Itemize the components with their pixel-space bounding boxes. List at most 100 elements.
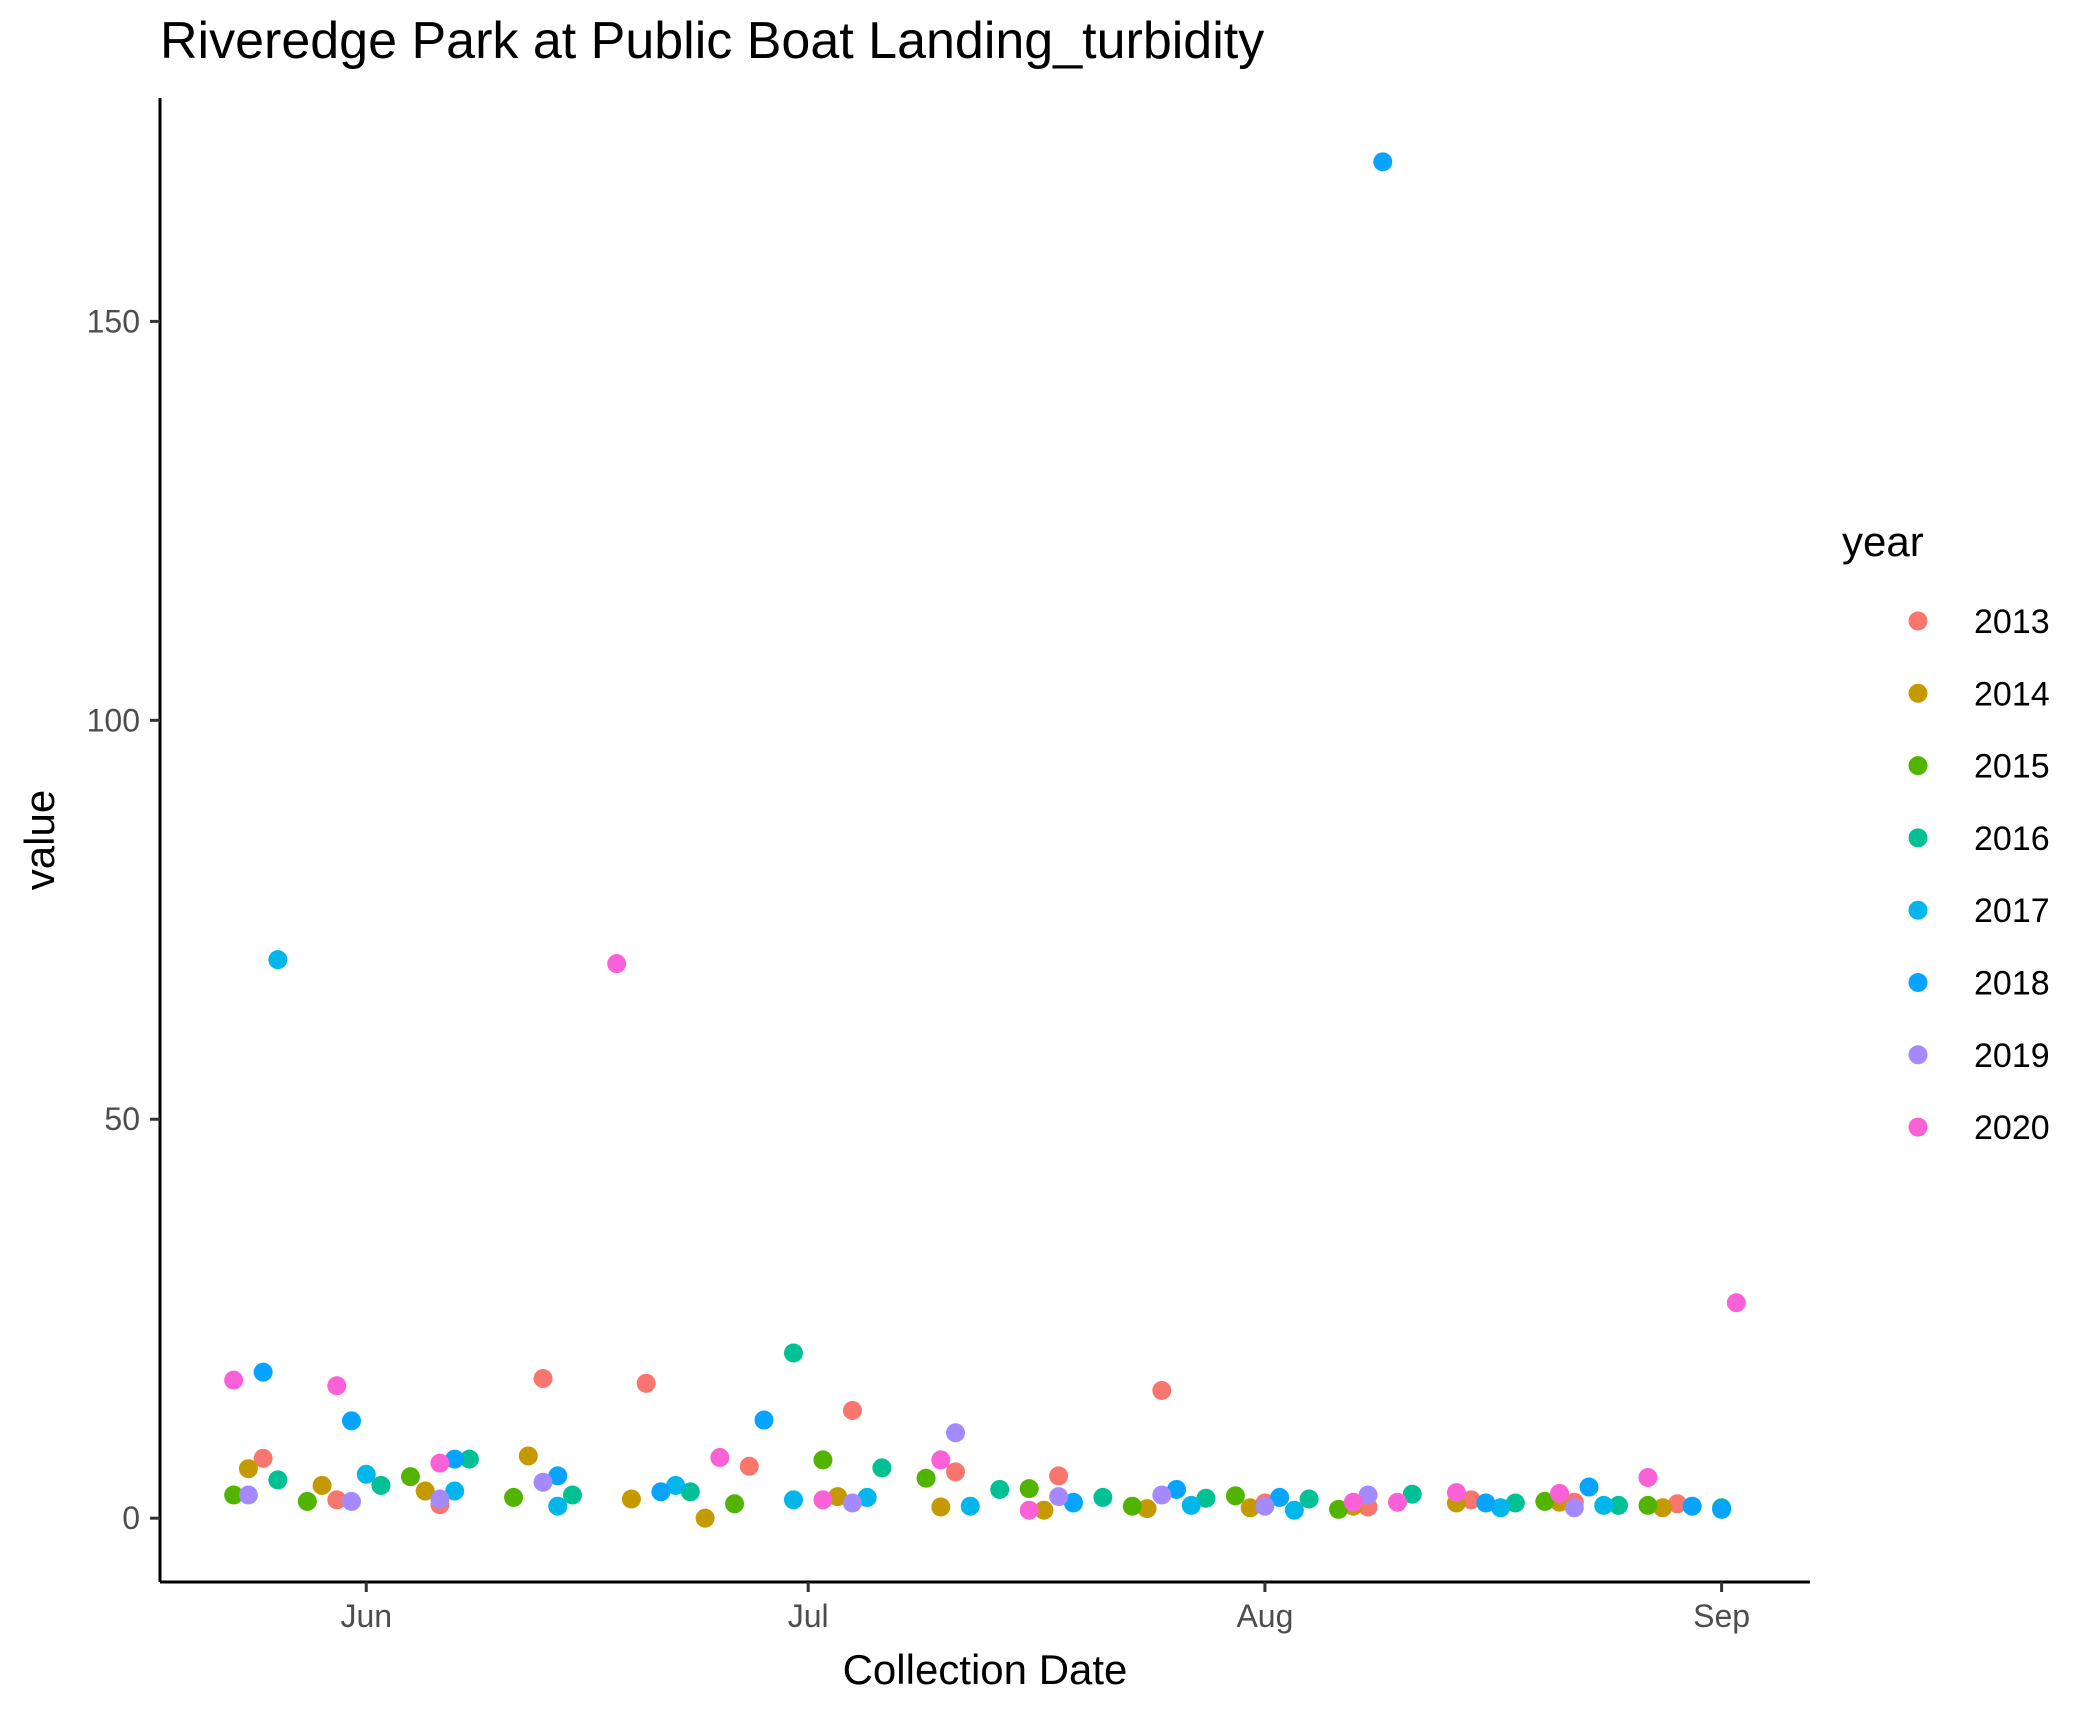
data-point-2014: [931, 1497, 951, 1517]
data-point-2015: [1535, 1491, 1555, 1511]
data-point-2013: [1667, 1494, 1687, 1514]
data-point-2014: [828, 1487, 848, 1507]
legend-label-2016: 2016: [1974, 820, 2050, 858]
data-point-2015: [297, 1491, 317, 1511]
data-point-2020: [607, 954, 627, 974]
legend-label-2015: 2015: [1974, 748, 2050, 786]
data-point-2016: [1196, 1488, 1216, 1508]
data-point-2013: [1152, 1381, 1172, 1401]
data-point-2018: [548, 1466, 568, 1486]
data-point-2015: [813, 1450, 833, 1470]
data-point-2020: [1388, 1492, 1407, 1512]
data-point-2019: [1152, 1485, 1172, 1505]
data-point-2019: [1564, 1498, 1584, 1518]
x-tick-label: Aug: [1236, 1598, 1293, 1634]
x-tick-label: Jul: [788, 1598, 829, 1634]
data-point-2015: [224, 1485, 244, 1505]
data-point-2017: [356, 1464, 376, 1484]
data-point-2018: [1167, 1479, 1187, 1499]
data-point-2013: [739, 1456, 759, 1476]
legend-key-2016: [1908, 828, 1928, 848]
data-point-2018: [1712, 1499, 1732, 1519]
data-point-2020: [224, 1370, 244, 1390]
data-point-2016: [1299, 1489, 1319, 1509]
legend: year 2013 2014 2015 2016 2017 2018 2019 2020: [1842, 518, 2050, 1147]
data-point-2020: [1343, 1492, 1363, 1512]
data-point-2013: [1461, 1490, 1481, 1510]
data-point-2015: [1225, 1486, 1245, 1506]
y-tick-label: 150: [87, 303, 140, 339]
chart-title: Riveredge Park at Public Boat Landing_tu…: [160, 12, 1264, 70]
legend-label-2017: 2017: [1974, 892, 2050, 930]
data-point-2014: [1653, 1498, 1673, 1518]
data-point-2019: [842, 1493, 862, 1513]
y-tick-label: 0: [122, 1500, 140, 1536]
data-point-2018: [445, 1449, 465, 1469]
data-point-2020: [813, 1490, 833, 1510]
data-point-2013: [842, 1400, 862, 1420]
data-point-2014: [415, 1481, 435, 1501]
data-point-2017: [783, 1490, 803, 1510]
y-axis-title: value: [16, 790, 63, 890]
data-point-2015: [725, 1494, 745, 1514]
legend-key-2014: [1908, 683, 1928, 703]
data-point-2019: [1255, 1496, 1275, 1516]
data-point-2016: [563, 1485, 582, 1505]
data-point-2018: [1373, 152, 1393, 172]
x-tick-label: Jun: [340, 1598, 392, 1634]
data-point-2014: [695, 1508, 715, 1528]
data-point-2014: [1240, 1498, 1260, 1518]
data-point-2014: [518, 1446, 538, 1466]
data-point-2018: [651, 1482, 671, 1502]
data-point-2017: [268, 950, 288, 970]
x-axis-title: Collection Date: [843, 1646, 1128, 1693]
data-point-2020: [430, 1453, 450, 1473]
data-point-2018: [1682, 1496, 1702, 1516]
data-point-2016: [459, 1449, 479, 1469]
data-point-2019: [238, 1485, 258, 1505]
legend-items: 2013 2014 2015 2016 2017 2018 2019 2020: [1908, 603, 2050, 1147]
legend-key-2015: [1908, 756, 1928, 776]
data-point-2014: [238, 1459, 258, 1479]
data-point-2015: [1638, 1495, 1658, 1515]
data-point-2014: [312, 1475, 332, 1495]
legend-key-2020: [1908, 1117, 1928, 1137]
data-point-2013: [533, 1369, 553, 1389]
data-point-2020: [931, 1450, 951, 1470]
data-point-2015: [1122, 1496, 1142, 1516]
data-point-2016: [1505, 1493, 1525, 1513]
data-point-2016: [1402, 1484, 1422, 1504]
legend-label-2018: 2018: [1974, 965, 2050, 1003]
legend-key-2018: [1908, 973, 1928, 992]
y-tick-label: 100: [87, 702, 140, 738]
data-point-2019: [533, 1472, 553, 1492]
data-point-2017: [857, 1487, 877, 1507]
data-point-2015: [1329, 1499, 1349, 1519]
data-point-2017: [548, 1496, 568, 1516]
data-point-2017: [445, 1481, 465, 1501]
data-point-2019: [946, 1423, 966, 1443]
y-tick-label: 50: [104, 1101, 140, 1137]
data-point-2015: [400, 1467, 420, 1487]
data-point-2016: [990, 1479, 1010, 1499]
data-point-2014: [621, 1489, 641, 1509]
data-point-2013: [327, 1490, 347, 1510]
data-point-2013: [636, 1373, 656, 1393]
data-point-2020: [1638, 1467, 1658, 1487]
data-point-2018: [1579, 1477, 1599, 1497]
legend-key-2019: [1908, 1045, 1928, 1065]
legend-label-2013: 2013: [1974, 603, 2050, 641]
y-ticks-layer: 0 50 100 150: [87, 303, 160, 1536]
data-point-2015: [504, 1487, 524, 1507]
data-point-2019: [1049, 1487, 1069, 1507]
data-point-2016: [268, 1470, 288, 1490]
data-point-2019: [1358, 1485, 1378, 1505]
data-point-2016: [783, 1343, 803, 1363]
legend-label-2019: 2019: [1974, 1037, 2050, 1075]
data-point-2017: [1491, 1498, 1511, 1518]
data-point-2015: [916, 1468, 936, 1488]
data-point-2020: [1550, 1483, 1570, 1503]
x-tick-label: Sep: [1693, 1598, 1750, 1634]
data-point-2017: [960, 1496, 980, 1516]
